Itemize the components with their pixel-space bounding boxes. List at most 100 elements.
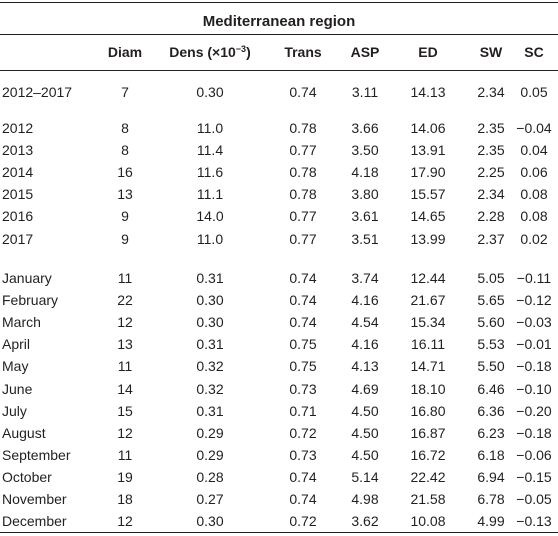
table-row: 2013 8 11.4 0.77 3.50 13.91 2.35 0.04 [0, 140, 558, 160]
table-cell: −0.13 [516, 513, 552, 530]
row-label: September [2, 446, 71, 463]
table-cell: 0.74 [289, 468, 317, 485]
table-cell: 21.67 [410, 292, 446, 309]
table-cell: 3.11 [351, 84, 379, 100]
table-cell: 0.29 [196, 446, 224, 463]
table-row: December 12 0.30 0.72 3.62 10.08 4.99 −0.13 [0, 511, 558, 531]
table-cell: 0.73 [289, 380, 317, 397]
table-row: 2014 16 11.6 0.78 4.18 17.90 2.25 0.06 [0, 162, 558, 182]
table-cell: 0.05 [520, 84, 548, 100]
table-cell: 0.71 [289, 402, 317, 419]
table-cell: 22.42 [410, 468, 446, 485]
row-label: 2015 [2, 186, 34, 203]
table-cell: 0.78 [289, 186, 317, 203]
table-cell: 0.30 [196, 314, 224, 331]
table-cell: 12 [117, 513, 133, 530]
table-cell: 0.72 [289, 513, 317, 530]
table-cell: 10.08 [410, 513, 446, 530]
table-cell: 0.28 [196, 468, 224, 485]
table-cell: 4.50 [351, 424, 379, 441]
table-cell: 11 [117, 358, 133, 375]
table-cell: 12 [117, 424, 133, 441]
table-row: 2017 9 11.0 0.77 3.51 13.99 2.37 0.02 [0, 229, 558, 249]
table-cell: 6.23 [477, 424, 505, 441]
table-cell: 0.29 [196, 424, 224, 441]
table-cell: 13.91 [410, 142, 446, 159]
top-rule [0, 2, 558, 3]
table-row: 2012–2017 7 0.30 0.74 3.11 14.13 2.34 0.05 [0, 82, 558, 102]
table-cell: 0.78 [289, 120, 317, 136]
table-cell: 3.74 [351, 270, 379, 286]
table-cell: 0.08 [520, 186, 548, 203]
row-label: April [2, 336, 31, 353]
table-cell: 4.16 [351, 336, 379, 353]
table-cell: 11.1 [196, 186, 224, 203]
table-cell: 0.08 [520, 208, 548, 225]
table-cell: −0.15 [516, 468, 552, 485]
table-title: Mediterranean region [202, 13, 356, 30]
table-cell: 6.46 [477, 380, 505, 397]
table-cell: 9 [121, 230, 129, 247]
table-row: March 12 0.30 0.74 4.54 15.34 5.60 −0.03 [0, 312, 558, 332]
table-cell: −0.11 [516, 270, 552, 286]
header-asp: ASP [350, 44, 380, 60]
table-cell: 5.05 [477, 270, 505, 286]
table-cell: −0.01 [516, 336, 552, 353]
table-row: 2016 9 14.0 0.77 3.61 14.65 2.28 0.08 [0, 206, 558, 226]
table-row: 2012 8 11.0 0.78 3.66 14.06 2.35 −0.04 [0, 118, 558, 138]
table-cell: 3.51 [351, 230, 379, 247]
table-cell: 5.60 [477, 314, 505, 331]
table-cell: 6.94 [477, 468, 505, 485]
row-label: June [2, 380, 33, 397]
table-cell: 16 [117, 164, 133, 181]
table-cell: 11.6 [196, 164, 224, 181]
table-cell: 11 [117, 270, 133, 286]
table-cell: 5.53 [477, 336, 505, 353]
table-cell: 2.37 [477, 230, 505, 247]
table-row: October 19 0.28 0.74 5.14 22.42 6.94 −0.15 [0, 467, 558, 487]
table-cell: 9 [121, 208, 129, 225]
table-cell: 11.4 [196, 142, 224, 159]
table-cell: 14.65 [410, 208, 446, 225]
table-cell: 22 [117, 292, 133, 309]
table-cell: 0.27 [196, 491, 224, 507]
table-cell: 13 [117, 336, 133, 353]
row-label: 2014 [2, 164, 34, 181]
row-label: May [2, 358, 29, 375]
table-cell: 2.34 [477, 186, 505, 203]
table-cell: 17.90 [410, 164, 446, 181]
table-cell: 14.06 [410, 120, 446, 136]
table-cell: 15 [117, 402, 133, 419]
table-cell: 4.98 [351, 491, 379, 507]
row-label: November [2, 491, 67, 507]
table-cell: 0.04 [520, 142, 548, 159]
table-row: September 11 0.29 0.73 4.50 16.72 6.18 −0.06 [0, 445, 558, 465]
row-label: 2012–2017 [2, 84, 73, 100]
header-sc: SC [524, 44, 544, 60]
table-cell: 0.74 [289, 314, 317, 331]
table-cell: −0.12 [516, 292, 552, 309]
table-cell: 3.80 [351, 186, 379, 203]
table-cell: 0.74 [289, 491, 317, 507]
table-cell: 0.31 [196, 336, 224, 353]
table-cell: 15.57 [410, 186, 446, 203]
table-cell: 6.18 [477, 446, 505, 463]
table-cell: 3.62 [351, 513, 379, 530]
header-rule [0, 70, 558, 71]
table-cell: 12.44 [410, 270, 446, 286]
table-cell: 8 [121, 120, 129, 136]
table-row: June 14 0.32 0.73 4.69 18.10 6.46 −0.10 [0, 379, 558, 399]
table-row: August 12 0.29 0.72 4.50 16.87 6.23 −0.18 [0, 423, 558, 443]
table-cell: 0.72 [289, 424, 317, 441]
table-cell: 3.61 [351, 208, 379, 225]
table-cell: 0.74 [289, 292, 317, 309]
header-trans: Trans [284, 44, 322, 60]
table-cell: 18.10 [410, 380, 446, 397]
table-cell: 0.77 [289, 142, 317, 159]
table-cell: 0.77 [289, 230, 317, 247]
table-cell: 0.78 [289, 164, 317, 181]
table-cell: 0.73 [289, 446, 317, 463]
row-label: January [2, 270, 52, 286]
table-cell: 12 [117, 314, 133, 331]
table-cell: 11.0 [196, 230, 224, 247]
